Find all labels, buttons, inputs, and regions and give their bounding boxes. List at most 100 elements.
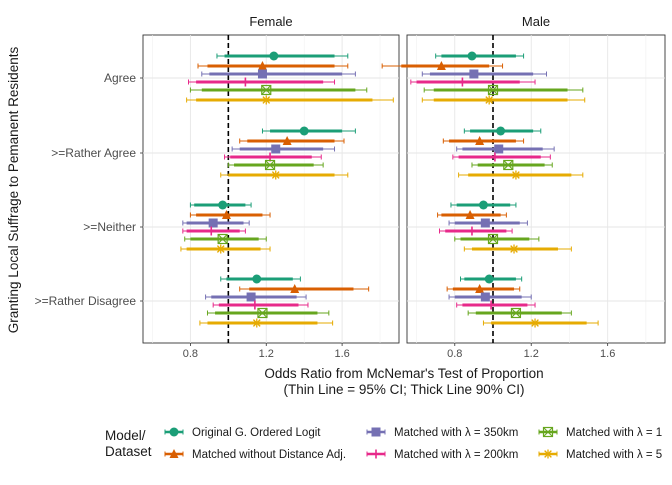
marks-female [180, 51, 394, 328]
panel-label-male: Male [522, 14, 550, 29]
point-marker [216, 244, 226, 254]
point-marker [290, 284, 300, 293]
point-marker [467, 226, 477, 236]
forest-point-3 [456, 144, 555, 154]
legend-key-1 [164, 427, 184, 437]
point-marker [496, 126, 506, 136]
forest-point-3 [448, 292, 532, 302]
point-marker [436, 61, 446, 70]
forest-point-4 [456, 300, 536, 310]
panel-female [142, 34, 400, 344]
forest-point-5 [227, 159, 324, 171]
point-marker [221, 210, 231, 219]
point-marker [503, 159, 514, 171]
forest-point-6 [180, 244, 271, 254]
point-marker [257, 69, 267, 79]
point-marker [282, 136, 292, 145]
forest-point-6 [482, 318, 599, 328]
point-marker [269, 51, 279, 61]
x-tick-label: 0.8 [447, 348, 462, 360]
forest-point-5 [206, 307, 330, 319]
point-marker [257, 61, 267, 70]
legend-key-4 [366, 449, 386, 459]
forest-point-2 [437, 210, 507, 219]
legend-label: Matched with λ = 1 [566, 427, 662, 439]
point-marker [511, 170, 521, 180]
point-marker [217, 233, 228, 245]
x-tick-label: 1.2 [524, 348, 539, 360]
legend-key-marker [169, 427, 179, 437]
forest-point-2 [189, 210, 271, 219]
forest-point-6 [458, 170, 584, 180]
forest-point-5 [467, 307, 572, 319]
forest-point-3 [448, 218, 528, 228]
point-marker [206, 226, 216, 236]
forest-point-6 [421, 95, 586, 105]
point-marker [252, 318, 262, 328]
forest-point-2 [239, 284, 370, 293]
forest-point-1 [435, 51, 525, 61]
point-marker [250, 300, 260, 310]
point-marker [299, 126, 309, 136]
point-marker [261, 84, 272, 96]
forest-point-4 [452, 152, 551, 162]
y-tick-label: >=Rather Disagree [35, 294, 137, 308]
forest-point-2 [239, 136, 345, 145]
grid-female [143, 35, 399, 343]
point-marker [467, 51, 477, 61]
legend-key-6 [538, 449, 558, 459]
x-axis-subtitle: (Thin Line = 95% CI; Thick Line 90% CI) [284, 382, 525, 397]
legend-key-marker [543, 449, 553, 459]
forest-point-6 [186, 95, 394, 105]
grid-male [407, 35, 665, 343]
forest-point-1 [450, 200, 517, 210]
point-marker [509, 244, 519, 254]
forest-point-6 [199, 318, 334, 328]
legend-key-marker [371, 449, 381, 459]
x-tick-label: 0.8 [183, 348, 198, 360]
point-marker [465, 210, 475, 219]
point-marker [490, 152, 500, 162]
point-marker [475, 284, 485, 293]
legend-label: Matched with λ = 350km [394, 427, 518, 439]
forest-point-6 [463, 244, 572, 254]
forest-point-1 [463, 126, 542, 136]
y-tick-label: >=Neither [83, 220, 136, 234]
legend-key-2 [164, 449, 184, 458]
forest-point-5 [471, 159, 553, 171]
x-tick-labels: 0.8 1.2 1.6 0.8 1.2 1.6 [183, 343, 615, 360]
point-marker [484, 95, 494, 105]
forest-point-3 [201, 69, 356, 79]
legend: Model/ Dataset Original G. Ordered Logit… [105, 426, 662, 461]
forest-point-4 [438, 226, 513, 236]
point-marker [484, 274, 494, 284]
forest-point-1 [189, 200, 252, 210]
legend-label: Matched with λ = 200km [394, 449, 518, 461]
point-marker [487, 233, 499, 245]
panel-male [381, 34, 666, 344]
forest-point-3 [231, 144, 336, 154]
legend-key-3 [366, 427, 386, 437]
legend-label: Matched with λ = 5 [566, 449, 662, 461]
point-marker [218, 200, 228, 210]
legend-key-marker [371, 427, 381, 437]
forest-point-4 [212, 300, 309, 310]
forest-point-4 [188, 77, 336, 87]
y-tick-label: >=Rather Agree [51, 146, 136, 160]
x-axis-title: Odds Ratio from McNemar's Test of Propor… [264, 366, 543, 381]
forest-point-1 [220, 274, 301, 284]
y-category-labels: Agree >=Rather Agree >=Neither >=Rather … [35, 71, 143, 308]
legend-label: Matched without Distance Adj. [192, 449, 346, 461]
legend-key-5 [538, 426, 558, 438]
forest-point-5 [184, 233, 267, 245]
forest-point-1 [261, 126, 356, 136]
legend-key-marker [542, 426, 554, 438]
point-marker [252, 274, 262, 284]
point-marker [494, 144, 504, 154]
point-marker [480, 218, 490, 228]
panel-male-border [406, 34, 666, 344]
point-marker [240, 77, 250, 87]
point-marker [475, 136, 485, 145]
point-marker [478, 200, 488, 210]
